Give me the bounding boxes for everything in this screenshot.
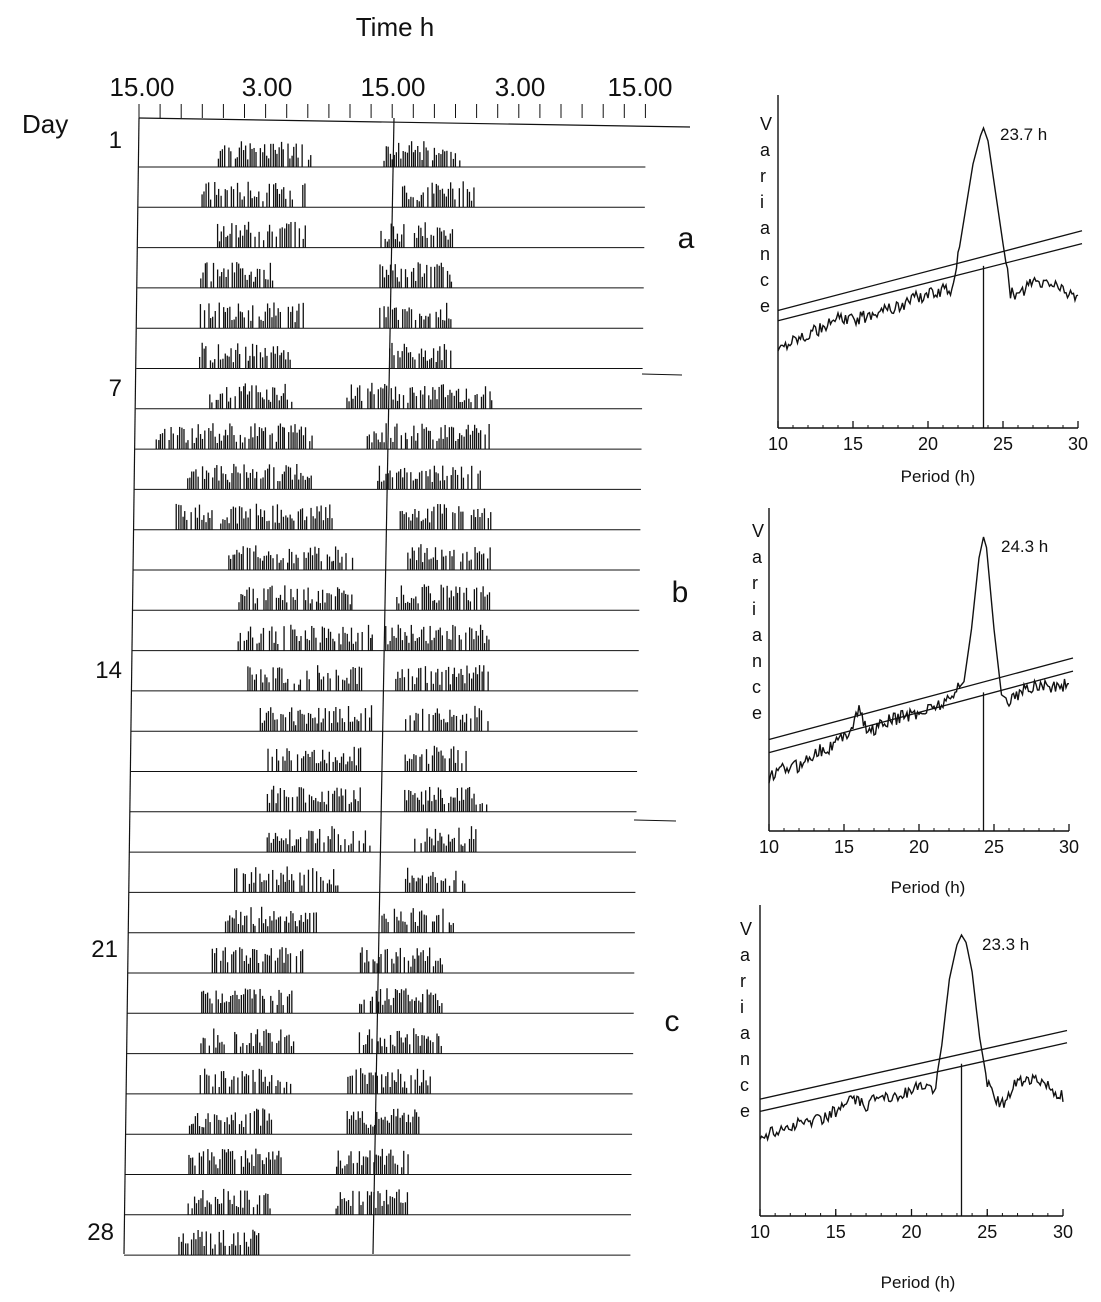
ylabel-letter: a [740, 945, 751, 965]
ylabel-letter: c [740, 1075, 749, 1095]
ylabel-letter: c [760, 270, 769, 290]
ylabel-letter: r [760, 166, 766, 186]
x-tick-label: 15 [826, 1222, 846, 1242]
day-tick-label: 7 [109, 375, 122, 402]
xlabel: Period (h) [901, 467, 976, 486]
x-tick-label: 20 [918, 434, 938, 454]
day-tick-label: 14 [95, 657, 122, 684]
periodogram-curve [777, 125, 1079, 352]
periodogram-axes: 10 15 20 25 30 [768, 95, 1088, 454]
actogram-title: Time h [356, 12, 435, 42]
section-label-b: b [672, 576, 689, 609]
section-divider [641, 373, 683, 376]
actogram-midline [372, 117, 395, 1255]
x-tick-label: 10 [750, 1222, 770, 1242]
ylabel-letter: i [740, 997, 744, 1017]
peak-label: 23.3 h [982, 935, 1029, 954]
ylabel-letter: e [752, 703, 762, 723]
day-tick-label: 28 [87, 1219, 114, 1246]
day-axis-label: Day [22, 109, 68, 139]
significance-line [768, 670, 1074, 754]
actogram [123, 104, 691, 1256]
ylabel-letter: n [740, 1049, 750, 1069]
x-tick-label: 30 [1068, 434, 1088, 454]
x-tick-label: 10 [768, 434, 788, 454]
x-tick-label: 15 [834, 837, 854, 857]
ylabel-letter: r [740, 971, 746, 991]
ylabel-letter: r [752, 573, 758, 593]
ylabel-letter: e [740, 1101, 750, 1121]
periodogram-axes: 10 15 20 25 30 [750, 905, 1073, 1242]
x-tick-label: 30 [1059, 837, 1079, 857]
periodogram-axes: 10 15 20 25 30 [759, 508, 1079, 857]
peak-label: 23.7 h [1000, 125, 1047, 144]
x-tick-label: 10 [759, 837, 779, 857]
section-label-c: c [665, 1005, 680, 1038]
xlabel: Period (h) [891, 878, 966, 897]
x-tick-label: 15 [843, 434, 863, 454]
ylabel-letter: a [760, 140, 771, 160]
ylabel-letter: V [752, 521, 764, 541]
ylabel-letter: a [752, 547, 763, 567]
x-tick-label: 25 [977, 1222, 997, 1242]
actogram-left-axis [123, 117, 140, 1255]
ylabel-letter: V [760, 114, 772, 134]
ylabel-letter: a [752, 625, 763, 645]
periodogram-curve [768, 536, 1070, 784]
ylabel-letter: e [760, 296, 770, 316]
actogram-top-axis [138, 117, 691, 128]
significance-line [759, 1029, 1068, 1100]
x-tick-label: 20 [901, 1222, 921, 1242]
ylabel-letter: n [752, 651, 762, 671]
time-tick-label: 15.00 [360, 72, 425, 102]
significance-line [777, 230, 1083, 312]
time-tick-label: 3.00 [495, 72, 546, 102]
significance-line [768, 657, 1074, 741]
time-tick-label: 15.00 [607, 72, 672, 102]
peak-label: 24.3 h [1001, 537, 1048, 556]
xlabel: Period (h) [881, 1273, 956, 1292]
ylabel-letter: i [752, 599, 756, 619]
day-tick-label: 1 [109, 127, 122, 154]
x-tick-label: 20 [909, 837, 929, 857]
significance-line [777, 243, 1083, 322]
ylabel-letter: a [740, 1023, 751, 1043]
time-ticks [138, 104, 646, 118]
actogram-rows [124, 141, 646, 1256]
x-tick-label: 25 [984, 837, 1004, 857]
ylabel-letter: n [760, 244, 770, 264]
ylabel-letter: c [752, 677, 761, 697]
ylabel-letter: V [740, 919, 752, 939]
section-label-a: a [678, 222, 695, 255]
significance-line [759, 1042, 1068, 1113]
periodogram-curve [759, 933, 1064, 1142]
time-tick-label: 15.00 [109, 72, 174, 102]
ylabel-letter: a [760, 218, 771, 238]
day-tick-label: 21 [91, 936, 118, 963]
section-divider [633, 819, 677, 822]
ylabel-letter: i [760, 192, 764, 212]
x-tick-label: 25 [993, 434, 1013, 454]
time-tick-label: 3.00 [242, 72, 293, 102]
x-tick-label: 30 [1053, 1222, 1073, 1242]
